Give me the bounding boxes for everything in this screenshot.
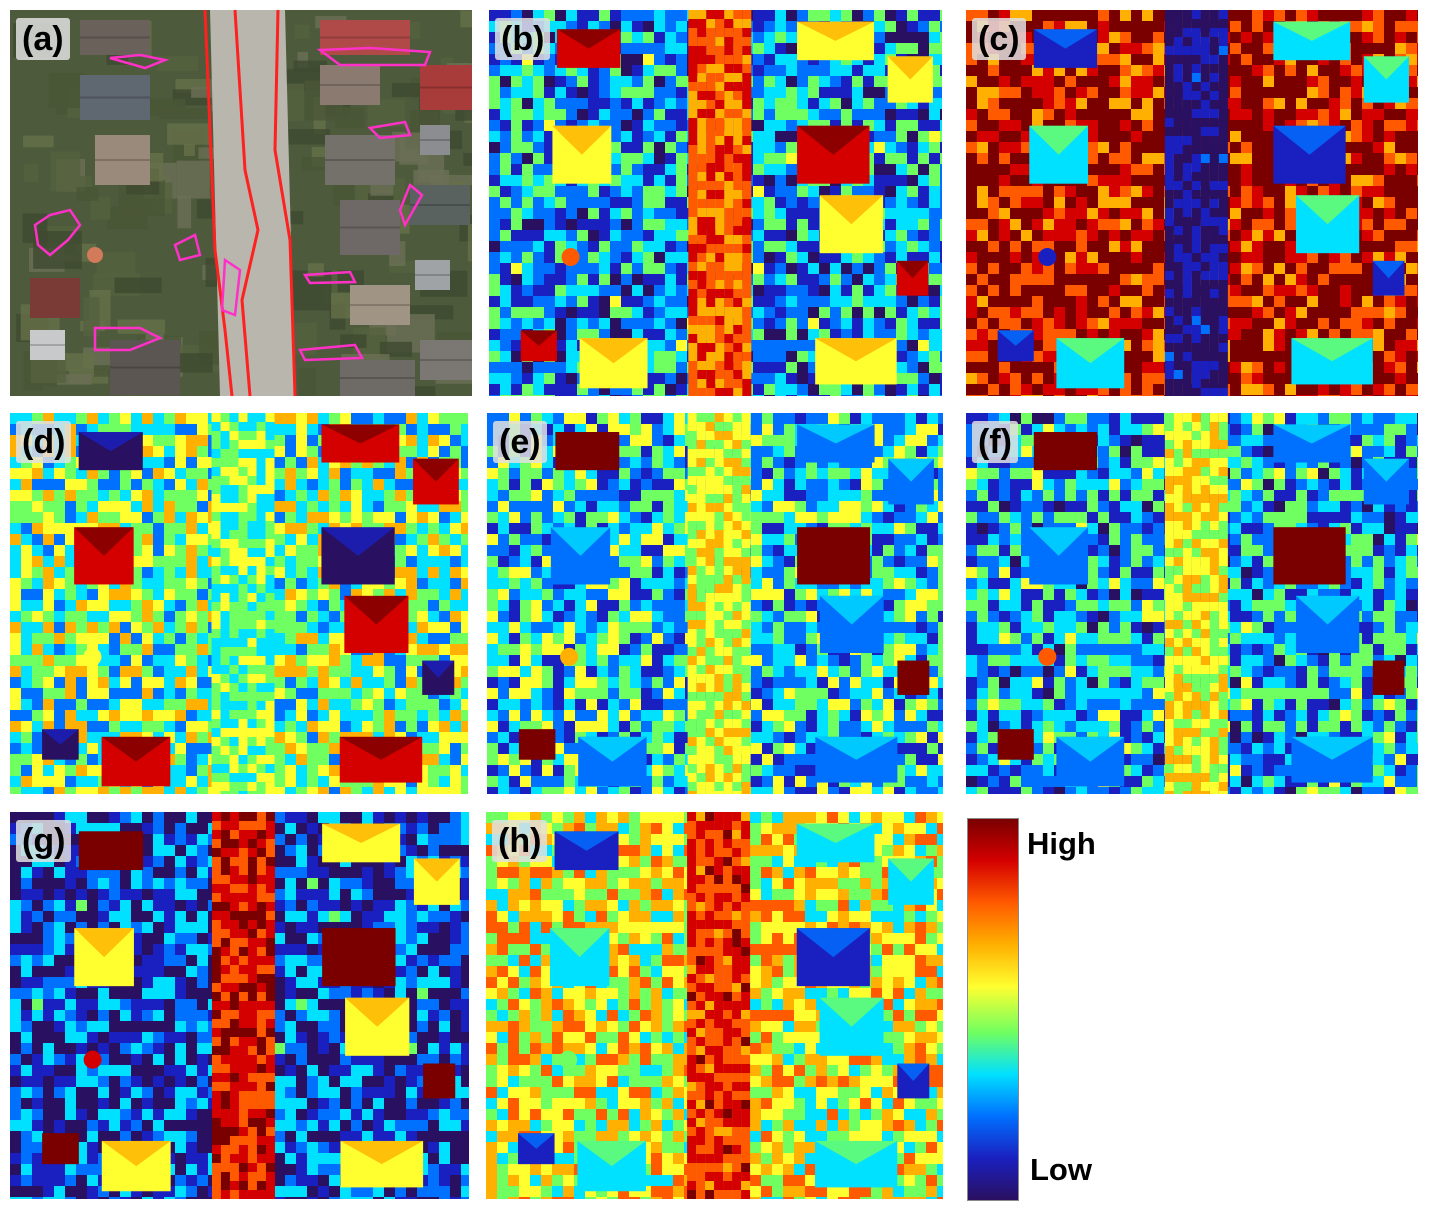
panel-f: (f) [966, 413, 1418, 794]
panel-h: (h) [486, 812, 943, 1199]
heatmap-image [10, 812, 469, 1199]
panel-label: (h) [492, 820, 548, 862]
panel-label: (f) [972, 421, 1018, 463]
aerial-photo [10, 10, 472, 396]
panel-a: (a) [10, 10, 472, 396]
panel-label: (g) [16, 820, 72, 862]
panel-label: (a) [16, 18, 70, 60]
legend-low-label: Low [1030, 1152, 1092, 1187]
heatmap-image [966, 413, 1418, 794]
panel-c: (c) [966, 10, 1418, 396]
panel-label: (e) [493, 421, 547, 463]
panel-label: (d) [16, 421, 72, 463]
heatmap-image [489, 10, 942, 396]
heatmap-image [10, 413, 468, 794]
legend-high-label: High [1027, 826, 1096, 861]
panel-label: (c) [972, 18, 1026, 60]
panel-e: (e) [487, 413, 943, 794]
panel-d: (d) [10, 413, 468, 794]
color-scale-bar [967, 818, 1019, 1201]
heatmap-image [486, 812, 943, 1199]
panel-g: (g) [10, 812, 469, 1199]
panel-label: (b) [495, 18, 551, 60]
heatmap-image [487, 413, 943, 794]
heatmap-image [966, 10, 1418, 396]
panel-b: (b) [489, 10, 942, 396]
